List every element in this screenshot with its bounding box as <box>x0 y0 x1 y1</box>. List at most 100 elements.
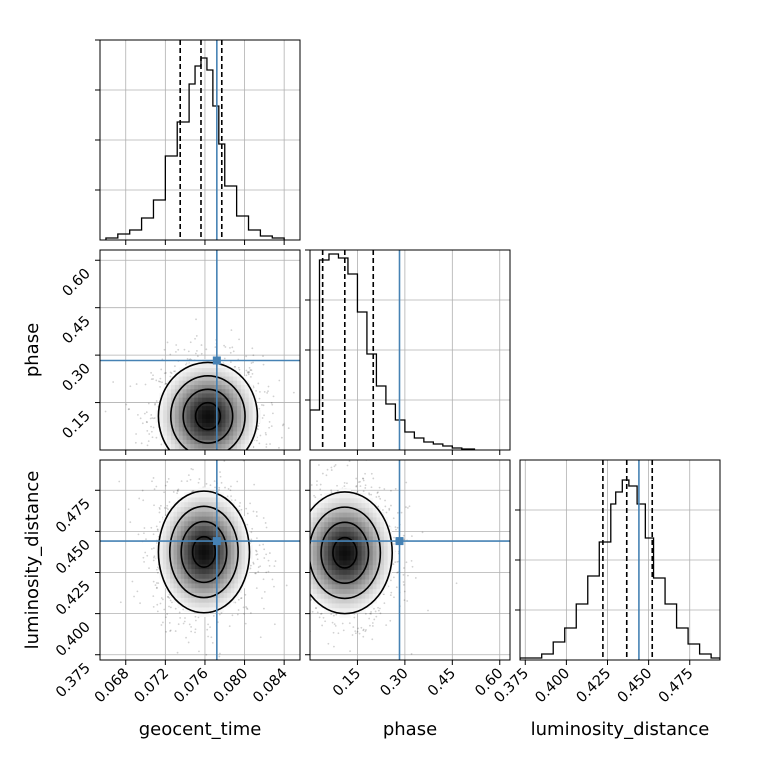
sample-point <box>296 554 298 556</box>
density-cell <box>216 506 221 512</box>
sample-point <box>394 561 397 564</box>
density-cell <box>241 563 246 570</box>
density-cell <box>173 516 178 522</box>
density-cell <box>233 452 237 457</box>
density-cell <box>166 559 171 565</box>
sample-point <box>176 492 179 495</box>
sample-point <box>405 481 408 484</box>
density-cell <box>230 583 235 589</box>
density-cell <box>252 435 258 440</box>
sample-point <box>166 595 169 598</box>
sample-point <box>370 472 373 475</box>
sample-point <box>262 607 265 610</box>
sample-point <box>248 366 251 369</box>
sample-point <box>403 590 406 593</box>
sample-point <box>362 635 365 638</box>
density-cell <box>234 530 239 536</box>
sample-point <box>271 557 273 559</box>
density-cell <box>220 492 225 498</box>
density-cell <box>186 392 191 398</box>
density-cell <box>191 492 196 498</box>
sample-point <box>330 489 333 492</box>
density-cell <box>240 422 246 428</box>
density-cell <box>209 405 215 411</box>
density-cell <box>173 525 178 531</box>
sample-point <box>255 587 258 589</box>
density-cell <box>202 380 207 385</box>
sample-point <box>165 383 167 385</box>
density-cell <box>216 597 221 603</box>
density-cell <box>202 597 207 603</box>
sample-point <box>177 488 180 491</box>
density-cell <box>202 435 207 440</box>
sample-point <box>233 365 236 368</box>
sample-point <box>240 508 243 511</box>
density-cell <box>214 452 218 457</box>
sample-point <box>377 609 380 612</box>
density-cell <box>240 439 246 445</box>
density-cell <box>198 592 203 598</box>
density-cell <box>212 530 217 536</box>
density-cell <box>190 447 195 450</box>
density-cell <box>202 409 207 415</box>
density-cell <box>190 405 195 411</box>
sample-point <box>137 413 139 416</box>
density-cell <box>162 578 167 584</box>
density-cell <box>169 539 175 546</box>
sample-point <box>154 403 156 406</box>
sample-point <box>255 549 257 552</box>
density-cell <box>233 367 238 373</box>
sample-point <box>182 622 185 625</box>
sample-point <box>262 578 265 581</box>
density-cell <box>205 496 210 503</box>
sample-point <box>371 625 374 627</box>
density-cell <box>198 501 203 508</box>
sample-point <box>237 609 240 611</box>
density-cell <box>209 492 214 498</box>
x-tick-label: 0.425 <box>574 666 615 707</box>
density-cell <box>198 549 203 555</box>
sample-point <box>304 608 306 610</box>
sample-point <box>141 489 144 492</box>
sample-point <box>296 566 298 568</box>
density-cell <box>166 568 171 574</box>
density-cell <box>205 525 210 531</box>
density-cell <box>205 392 211 398</box>
density-cell <box>221 439 226 445</box>
sample-point <box>298 524 300 526</box>
sample-point <box>249 564 252 567</box>
density-cell <box>233 439 238 445</box>
panel-body <box>100 250 300 457</box>
density-cell <box>162 549 167 555</box>
density-cell <box>202 573 207 579</box>
density-cell <box>223 592 228 598</box>
density-cell <box>182 388 188 394</box>
density-cell <box>167 426 172 432</box>
sample-point <box>285 512 287 514</box>
density-cell <box>159 426 164 432</box>
sample-point <box>258 407 261 410</box>
density-cell <box>223 573 228 579</box>
density-cell <box>186 367 191 373</box>
density-cell <box>173 583 178 589</box>
density-cell <box>159 418 164 423</box>
density-cell <box>195 606 200 613</box>
sample-point <box>143 532 145 535</box>
density-cell <box>234 578 239 584</box>
density-cell <box>175 452 179 457</box>
density-cell <box>205 487 210 493</box>
density-cell <box>163 439 168 445</box>
density-cell <box>241 544 246 551</box>
density-cell <box>220 602 225 608</box>
sample-point <box>119 601 122 604</box>
density-cell <box>195 592 200 598</box>
density-cell <box>212 573 217 579</box>
density-cell <box>237 422 242 428</box>
sample-point <box>218 655 221 658</box>
density-cell <box>205 587 210 594</box>
sample-point <box>301 568 303 570</box>
density-cell <box>184 511 189 517</box>
sample-point <box>281 424 284 427</box>
density-cell <box>212 501 217 508</box>
density-cell <box>225 435 230 440</box>
